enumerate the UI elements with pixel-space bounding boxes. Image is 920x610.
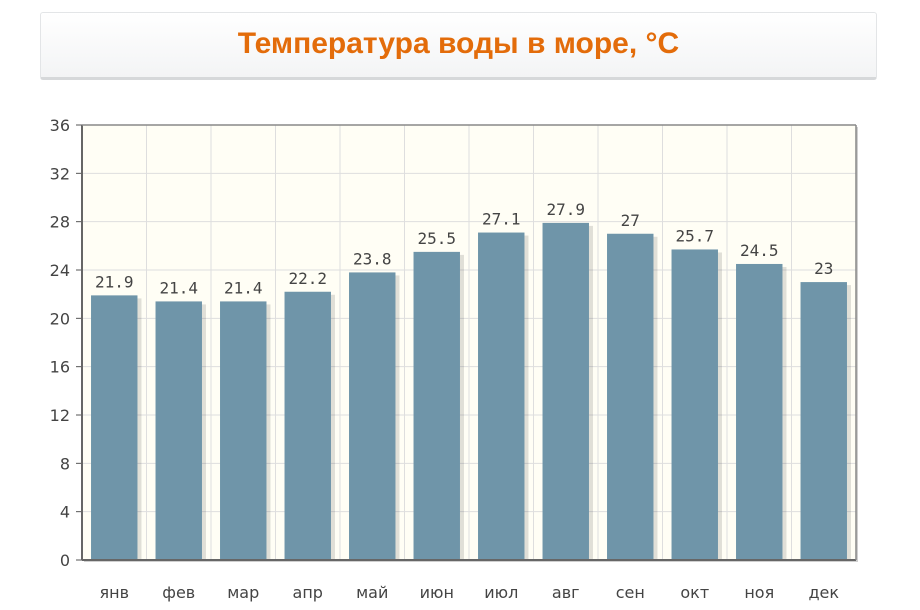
y-tick-label: 16 <box>50 358 70 377</box>
data-label: 21.4 <box>159 278 198 297</box>
x-tick-label: мар <box>227 583 259 602</box>
y-tick-label: 4 <box>60 503 70 522</box>
x-tick-label: сен <box>616 583 645 602</box>
y-tick-label: 36 <box>50 116 70 135</box>
x-tick-label: окт <box>680 583 709 602</box>
data-label: 25.5 <box>417 229 456 248</box>
bar <box>671 249 718 561</box>
data-label: 25.7 <box>675 226 714 245</box>
bar <box>91 295 138 560</box>
bar <box>800 282 847 560</box>
data-label: 23.8 <box>353 249 392 268</box>
x-tick-label: май <box>356 583 388 602</box>
x-tick-label: июн <box>420 583 454 602</box>
bar <box>284 291 331 560</box>
y-tick-label: 20 <box>50 309 70 328</box>
y-tick-label: 8 <box>60 454 70 473</box>
bar <box>349 272 396 560</box>
x-tick-label: дек <box>808 583 839 602</box>
y-tick-label: 12 <box>50 406 70 425</box>
data-label: 27.9 <box>546 200 585 219</box>
bar <box>542 222 589 560</box>
y-tick-label: 24 <box>50 261 70 280</box>
data-label: 22.2 <box>288 269 327 288</box>
bar <box>478 232 525 560</box>
data-label: 21.9 <box>95 272 134 291</box>
data-label: 23 <box>814 259 833 278</box>
x-tick-label: апр <box>293 583 323 602</box>
data-label: 21.4 <box>224 278 263 297</box>
bar <box>607 233 654 560</box>
chart-title: Температура воды в море, °C <box>237 27 680 60</box>
bar <box>736 263 783 560</box>
y-tick-label: 32 <box>50 164 70 183</box>
x-tick-label: авг <box>552 583 580 602</box>
x-tick-label: янв <box>99 583 129 602</box>
bar <box>155 301 202 560</box>
data-label: 27 <box>621 211 640 230</box>
y-tick-label: 0 <box>60 551 70 570</box>
data-label: 24.5 <box>740 241 779 260</box>
bar <box>220 301 267 560</box>
x-tick-label: июл <box>484 583 518 602</box>
x-tick-label: фев <box>162 583 195 602</box>
bar <box>413 251 460 560</box>
y-tick-label: 28 <box>50 213 70 232</box>
data-label: 27.1 <box>482 210 521 229</box>
x-tick-label: ноя <box>744 583 774 602</box>
title-panel: Температура воды в море, °C <box>40 12 877 80</box>
